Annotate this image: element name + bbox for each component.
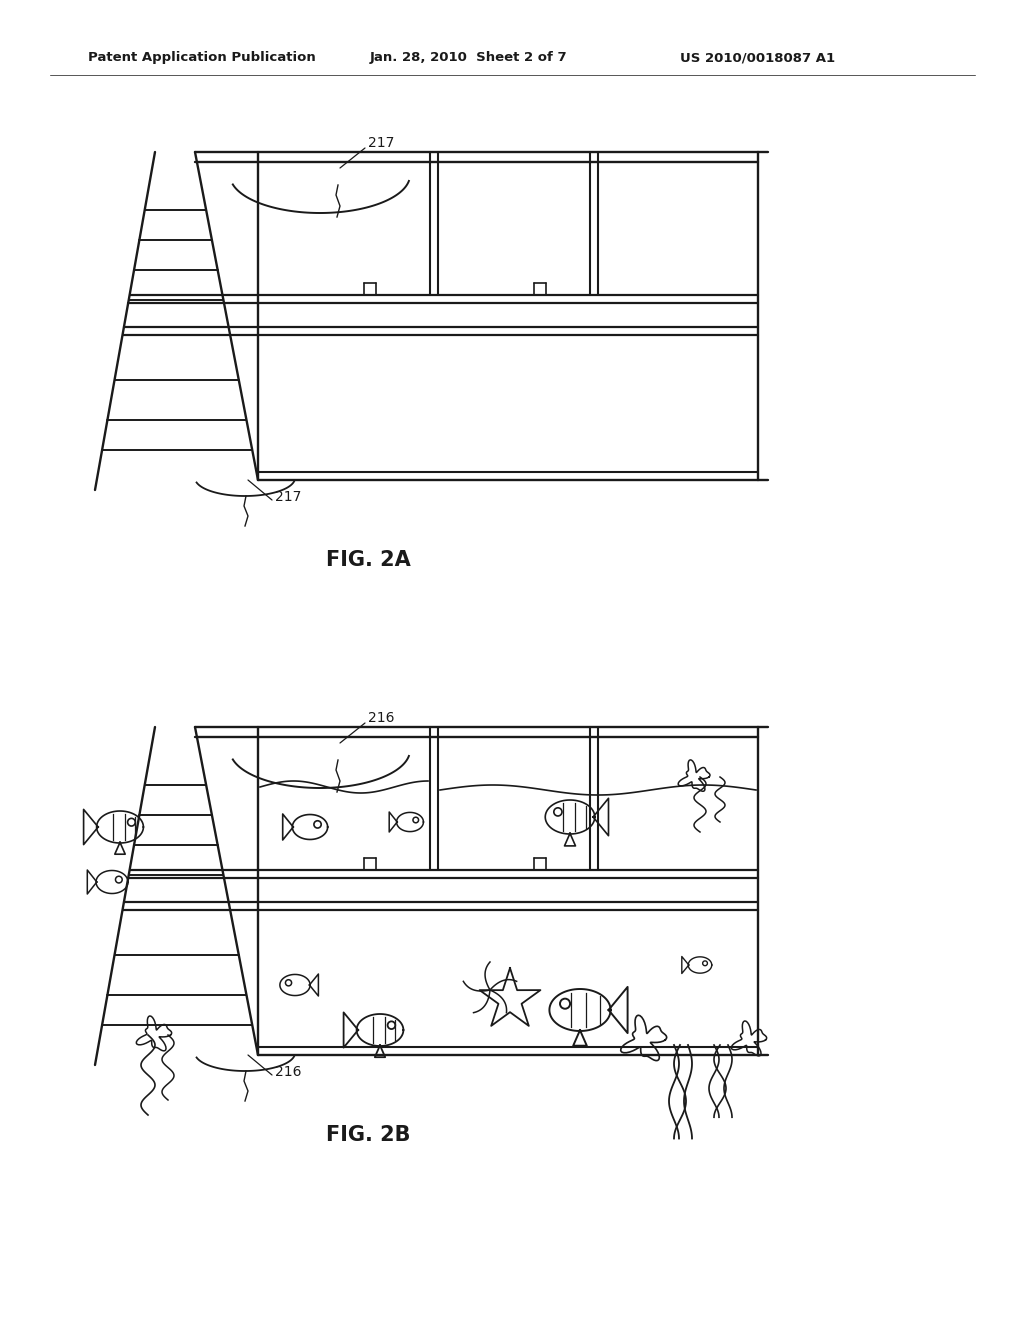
Text: Patent Application Publication: Patent Application Publication <box>88 51 315 65</box>
Text: FIG. 2B: FIG. 2B <box>326 1125 411 1144</box>
Text: Jan. 28, 2010  Sheet 2 of 7: Jan. 28, 2010 Sheet 2 of 7 <box>370 51 567 65</box>
Text: US 2010/0018087 A1: US 2010/0018087 A1 <box>680 51 836 65</box>
Text: 216: 216 <box>275 1065 301 1078</box>
Text: 217: 217 <box>275 490 301 504</box>
Text: 216: 216 <box>368 711 394 725</box>
Text: 217: 217 <box>368 136 394 150</box>
Text: FIG. 2A: FIG. 2A <box>326 550 411 570</box>
